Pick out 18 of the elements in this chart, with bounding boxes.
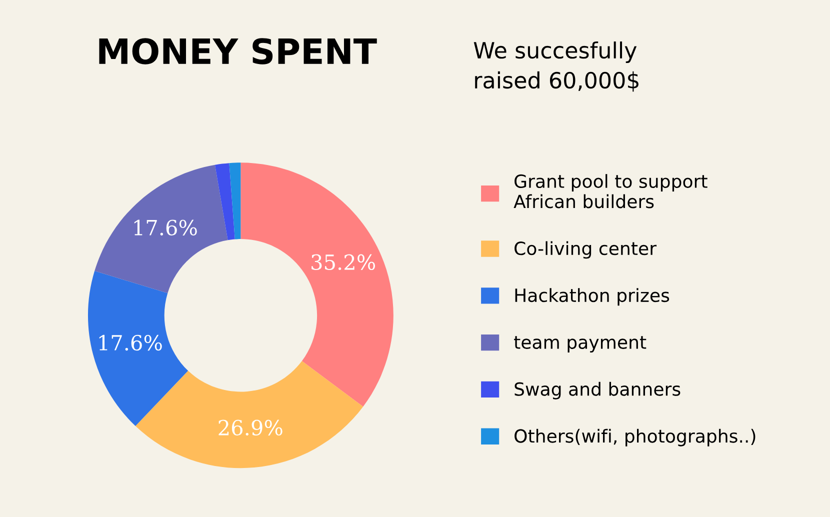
donut-slice — [240, 162, 394, 407]
data-label: 26.9% — [218, 420, 282, 436]
donut-slice — [94, 164, 228, 294]
donut-slice — [229, 162, 241, 240]
donut-slice — [135, 361, 364, 468]
legend-label: Hackathon prizes — [515, 288, 670, 306]
donut-slice — [214, 163, 235, 240]
legend-label: Co-living center — [514, 241, 657, 259]
legend-label: Grant pool to support African builders — [514, 174, 708, 208]
legend-label: team payment — [514, 336, 646, 352]
chart-subtitle: We succesfully raised 60,000$ — [474, 41, 638, 92]
data-label: 17.6% — [134, 220, 197, 236]
legend-label: Swag and banners — [514, 382, 680, 400]
data-label: 17.6% — [99, 334, 162, 351]
donut-slice — [88, 270, 188, 426]
chart-title: MONEY SPENT — [99, 38, 377, 64]
legend-label: Others(wifi, photographs..) — [514, 428, 756, 446]
data-label: 35.2% — [312, 254, 376, 270]
